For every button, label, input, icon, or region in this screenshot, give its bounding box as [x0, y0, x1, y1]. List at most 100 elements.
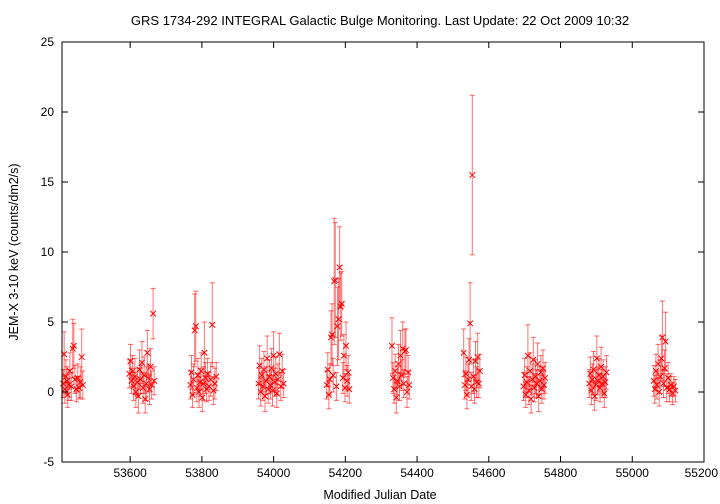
data-point	[345, 369, 352, 376]
data-point	[143, 380, 150, 387]
data-point	[672, 387, 679, 394]
data-point	[193, 384, 201, 391]
x-tick-label: 54600	[472, 466, 506, 480]
data-point	[188, 369, 195, 376]
data-point	[398, 372, 405, 379]
data-point	[523, 379, 530, 386]
data-point	[592, 381, 599, 389]
data-point	[600, 373, 607, 380]
data-point	[279, 367, 286, 375]
data-point	[338, 300, 345, 307]
data-point	[127, 358, 134, 365]
data-point	[461, 381, 468, 389]
data-point	[460, 349, 467, 356]
data-point	[520, 383, 527, 390]
data-point	[467, 320, 474, 327]
data-point	[474, 353, 481, 361]
data-point	[651, 386, 659, 393]
data-point	[346, 386, 353, 393]
data-point	[259, 383, 267, 390]
y-tick-label: 25	[41, 35, 55, 49]
data-point	[76, 384, 83, 391]
data-point	[79, 381, 86, 389]
data-point	[78, 353, 85, 361]
y-tick-label: 0	[47, 385, 54, 399]
data-point	[209, 321, 216, 328]
data-point	[540, 381, 548, 389]
data-point	[63, 377, 71, 384]
data-point	[68, 383, 75, 390]
data-point	[526, 367, 534, 375]
data-point	[464, 376, 472, 383]
data-point	[598, 380, 606, 387]
data-point	[596, 384, 604, 391]
data-point	[323, 381, 330, 389]
data-point	[539, 365, 547, 372]
data-point	[332, 276, 339, 284]
data-point	[656, 388, 663, 396]
data-point	[200, 380, 207, 387]
data-point	[534, 360, 541, 368]
data-point	[390, 386, 398, 393]
data-point	[471, 386, 478, 393]
data-point	[194, 372, 202, 379]
data-point	[591, 393, 598, 400]
data-point	[151, 377, 158, 384]
data-point	[593, 355, 600, 362]
x-tick-label: 54400	[400, 466, 434, 480]
data-point	[266, 373, 273, 380]
data-point	[531, 384, 538, 391]
y-tick-label: -5	[43, 455, 54, 469]
data-point	[541, 374, 549, 382]
data-point	[129, 367, 136, 375]
data-point	[148, 381, 155, 389]
data-point	[465, 356, 473, 363]
data-point	[59, 380, 67, 387]
data-point	[660, 380, 667, 387]
data-point	[535, 393, 542, 400]
data-point	[342, 342, 350, 349]
data-point	[666, 386, 673, 393]
data-point	[654, 360, 662, 368]
data-point	[472, 358, 479, 365]
data-point	[522, 391, 529, 398]
x-tick-label: 53800	[185, 466, 219, 480]
data-point	[657, 373, 664, 380]
data-point	[470, 373, 477, 380]
y-axis-label: JEM-X 3-10 keV (counts/dm2/s)	[7, 163, 21, 340]
data-point	[524, 352, 532, 359]
data-point	[588, 387, 595, 394]
data-point	[594, 377, 601, 384]
data-point	[389, 374, 397, 382]
data-point	[328, 331, 336, 338]
data-point	[144, 349, 151, 356]
data-point	[147, 363, 154, 370]
data-point	[140, 372, 148, 379]
data-point	[132, 388, 140, 396]
data-point	[334, 323, 341, 330]
data-point	[270, 352, 277, 359]
data-point	[664, 374, 672, 382]
x-tick-label: 55200	[685, 466, 719, 480]
data-point	[538, 386, 546, 393]
data-point	[263, 355, 271, 362]
x-tick-label: 55000	[616, 466, 650, 480]
data-point	[202, 374, 209, 382]
data-point	[135, 393, 142, 400]
data-point	[325, 391, 332, 398]
data-point	[274, 376, 282, 383]
data-point	[590, 366, 597, 373]
data-point	[603, 369, 610, 376]
data-point	[601, 390, 608, 397]
data-marks	[59, 94, 679, 414]
data-point	[662, 338, 669, 345]
data-point	[475, 380, 482, 387]
axes: -5 0 5 10 15 20 25 53600 53800 54000 54200 54400 546…	[41, 35, 719, 480]
x-axis-label: Modified Julian Date	[323, 488, 436, 502]
data-point	[340, 352, 348, 359]
data-point	[268, 365, 275, 372]
data-point	[658, 355, 665, 362]
data-point	[66, 367, 74, 375]
data-point	[136, 366, 143, 373]
data-point	[64, 391, 71, 398]
